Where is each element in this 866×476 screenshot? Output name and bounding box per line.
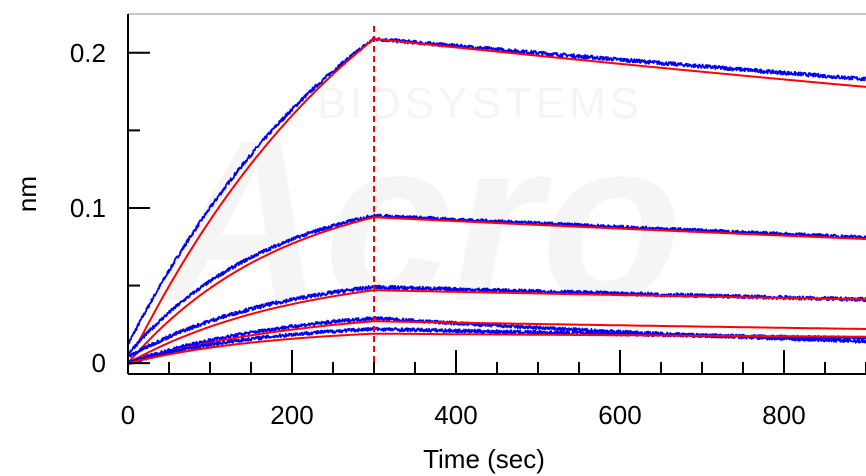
watermark-logo-text: Acro xyxy=(153,92,682,349)
series-fit-4 xyxy=(127,320,866,365)
y-tick-label: 0.2 xyxy=(70,38,106,68)
axes: 0 0.1 0.2 0 200 400 600 800 xyxy=(70,14,866,430)
x-tick-label: 600 xyxy=(598,400,641,430)
x-tick-label: 400 xyxy=(434,400,477,430)
x-axis-title: Time (sec) xyxy=(423,444,545,474)
x-tick-label: 200 xyxy=(270,400,313,430)
watermark: AcroBIOSYSTEMS xyxy=(153,79,682,349)
series-fit-3 xyxy=(127,289,866,364)
x-tick-label: 800 xyxy=(762,400,805,430)
y-tick-label: 0.1 xyxy=(70,193,106,223)
y-tick-label: 0 xyxy=(92,348,106,378)
y-axis-title: nm xyxy=(12,176,42,212)
series-fit-1 xyxy=(135,37,866,348)
x-tick-label: 0 xyxy=(121,400,135,430)
series-fit-5 xyxy=(127,332,866,365)
series-layer xyxy=(127,37,866,365)
series-measured-2 xyxy=(127,213,866,356)
watermark-brand-text: BIOSYSTEMS xyxy=(317,79,643,128)
series-fit-2 xyxy=(127,216,866,364)
